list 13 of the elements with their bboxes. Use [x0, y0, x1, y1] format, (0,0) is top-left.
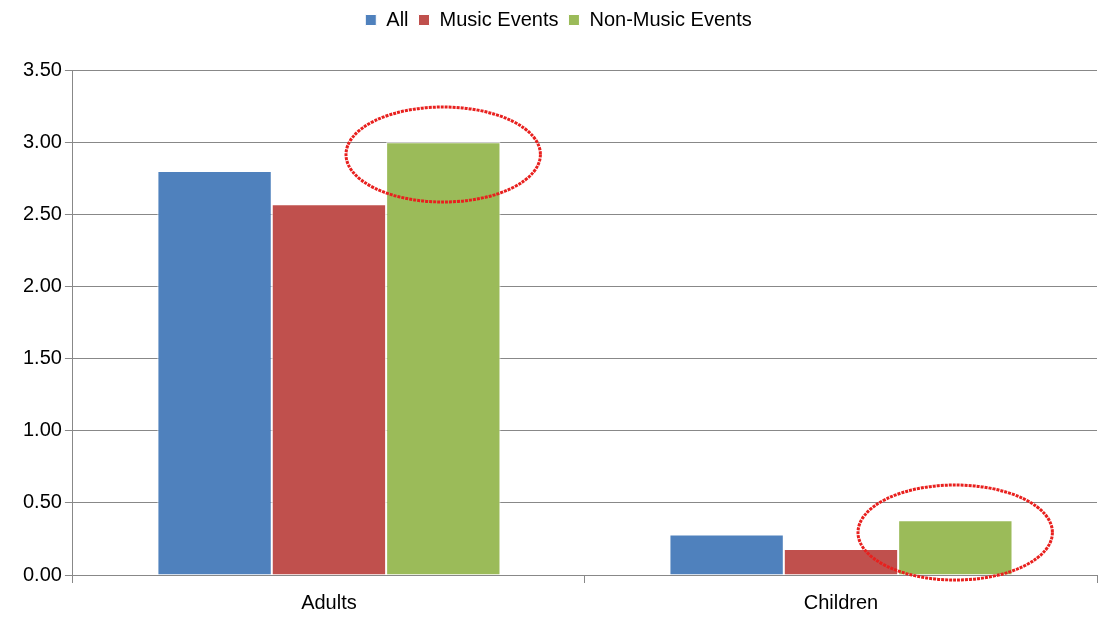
y-tick-label: 0.50	[22, 490, 62, 513]
y-tick-label: 3.50	[22, 57, 62, 80]
x-tick-label: Adults	[301, 590, 357, 613]
y-tick-label: 1.50	[22, 346, 62, 369]
legend-label: Non-Music Events	[589, 7, 752, 30]
y-tick-label: 2.50	[22, 201, 62, 224]
legend-label: All	[386, 7, 409, 30]
y-tick-label: 0.00	[22, 562, 62, 585]
y-tick-label: 1.00	[22, 418, 62, 441]
legend-label: Music Events	[439, 7, 559, 30]
x-tick-label: Children	[803, 590, 879, 613]
y-tick-label: 3.00	[22, 129, 62, 152]
y-tick-label: 2.00	[22, 273, 62, 296]
